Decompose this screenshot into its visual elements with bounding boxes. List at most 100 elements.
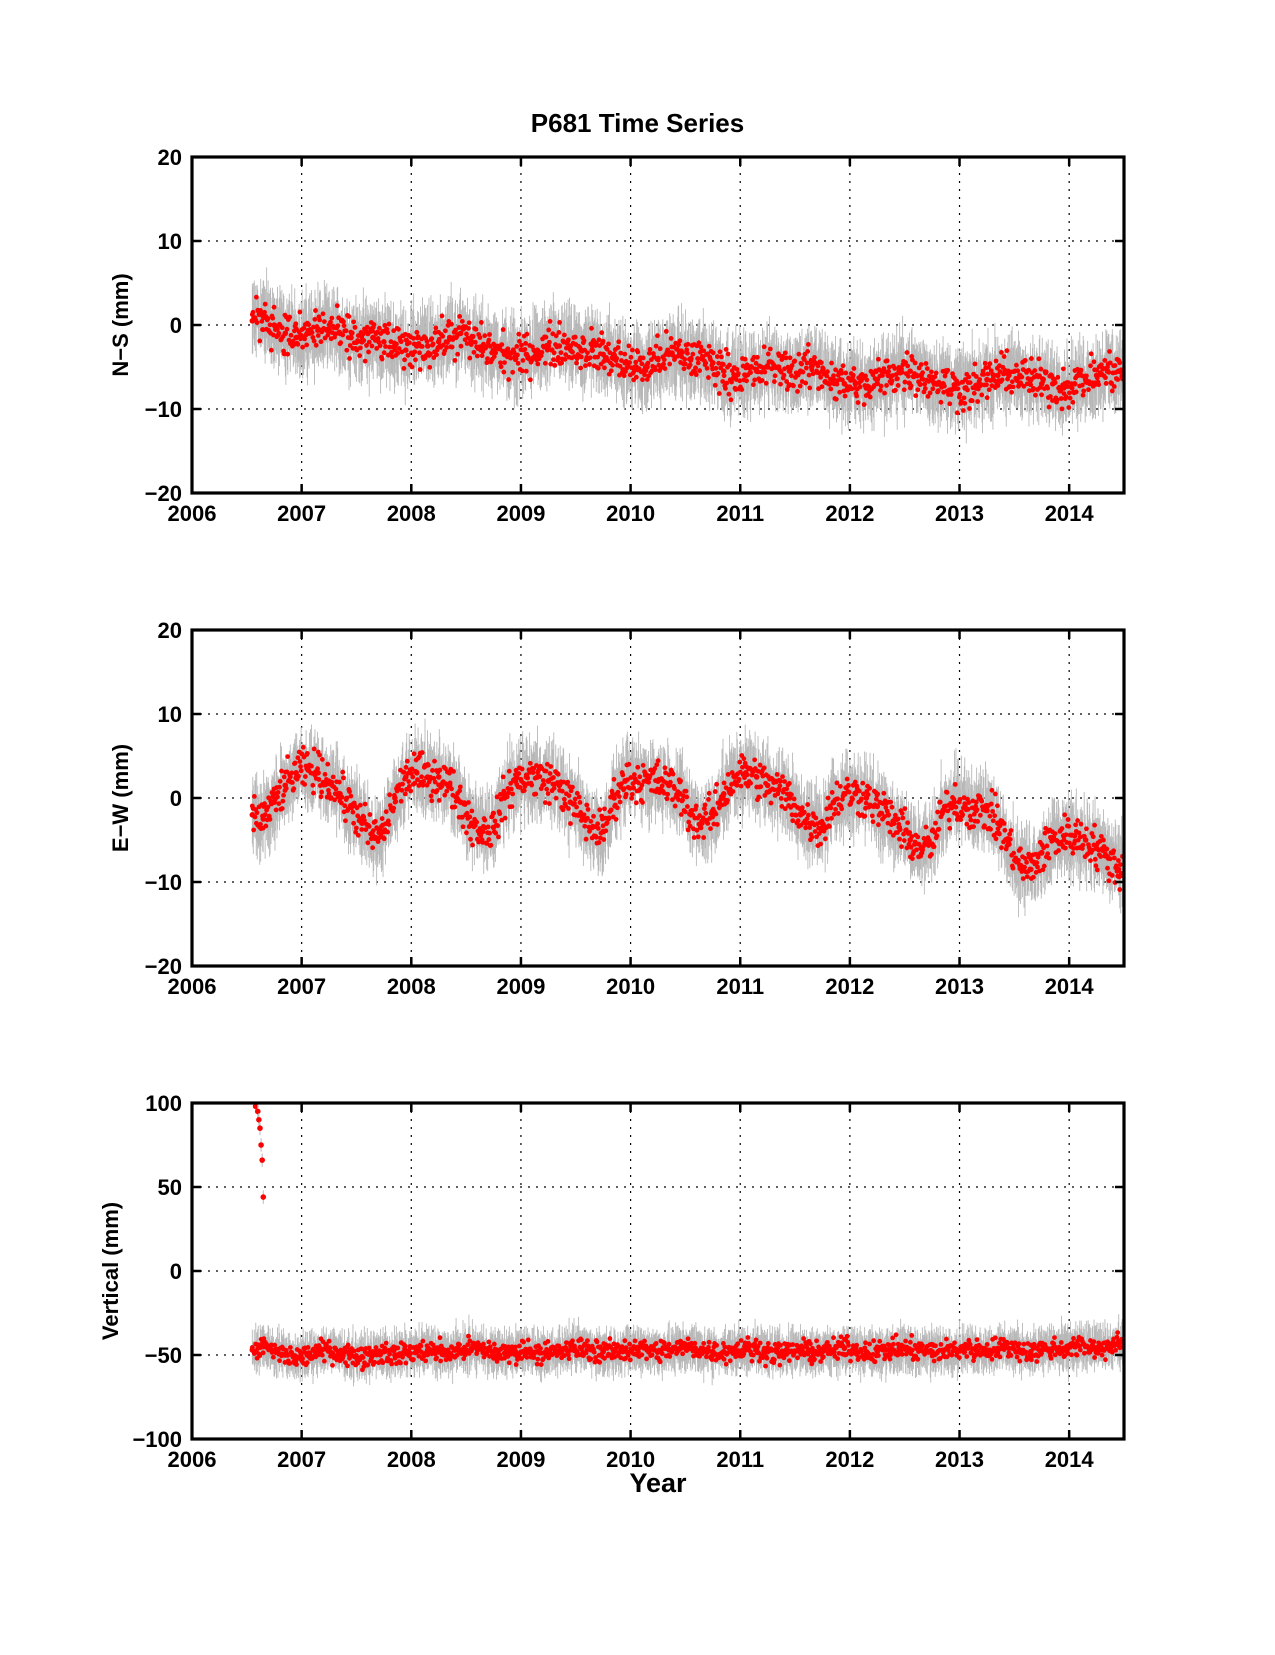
data-point: [573, 335, 578, 340]
data-point: [440, 334, 445, 339]
data-point: [929, 369, 934, 374]
data-point: [266, 316, 271, 321]
data-point: [1055, 375, 1060, 380]
data-point: [807, 373, 812, 378]
data-point: [557, 320, 562, 325]
data-point: [319, 339, 324, 344]
data-point: [685, 351, 690, 356]
data-point: [936, 388, 941, 393]
data-point: [1031, 386, 1036, 391]
data-point: [782, 373, 787, 378]
data-point: [970, 398, 975, 403]
trend-point: [535, 347, 541, 353]
data-point: [276, 331, 281, 336]
data-point: [344, 328, 349, 333]
data-point: [420, 344, 425, 349]
data-point: [1086, 387, 1091, 392]
data-point: [338, 340, 343, 345]
trend-point: [370, 335, 376, 341]
trend-point: [578, 347, 584, 353]
data-point: [966, 375, 971, 380]
data-point: [837, 390, 842, 395]
data-point: [841, 363, 846, 368]
data-point: [726, 352, 731, 357]
data-point: [502, 360, 507, 365]
data-point: [578, 366, 583, 371]
data-point: [440, 314, 445, 319]
trend-point: [1094, 373, 1100, 379]
trend-point: [250, 318, 256, 324]
data-point: [1068, 396, 1073, 401]
data-point: [977, 377, 982, 382]
data-point: [1092, 359, 1097, 364]
data-point: [434, 352, 439, 357]
data-point: [1070, 400, 1075, 405]
trend-point: [458, 331, 464, 337]
data-point: [268, 817, 273, 822]
data-point: [506, 377, 511, 382]
data-point: [616, 345, 621, 350]
data-point: [579, 355, 584, 360]
data-point: [648, 347, 653, 352]
data-point: [686, 342, 691, 347]
trend-point: [798, 368, 804, 374]
data-point: [414, 330, 419, 335]
data-point: [474, 327, 479, 332]
data-point: [706, 375, 711, 380]
trend-point: [359, 339, 365, 345]
data-point: [342, 323, 347, 328]
trend-point: [907, 368, 913, 374]
data-point: [383, 344, 388, 349]
data-point: [601, 339, 606, 344]
data-point: [803, 381, 808, 386]
data-point: [270, 316, 275, 321]
trend-point: [392, 343, 398, 349]
data-point: [523, 341, 528, 346]
data-point: [287, 315, 292, 320]
data-point: [979, 392, 984, 397]
data-point: [257, 339, 262, 344]
trend-point: [381, 339, 387, 345]
data-point: [293, 321, 298, 326]
data-point: [251, 310, 256, 315]
data-point: [582, 338, 587, 343]
data-point: [852, 366, 857, 371]
data-point: [1067, 390, 1072, 395]
data-point: [1045, 386, 1050, 391]
data-point: [896, 383, 901, 388]
data-point: [715, 354, 720, 359]
data-point: [395, 351, 400, 356]
data-point: [696, 361, 701, 366]
data-point: [945, 368, 950, 373]
data-point: [316, 333, 321, 338]
trend-point: [1039, 381, 1045, 387]
data-point: [366, 350, 371, 355]
data-point: [885, 358, 890, 363]
trend-point: [962, 385, 968, 391]
data-point: [1023, 358, 1028, 363]
data-point: [254, 295, 259, 300]
data-point: [358, 345, 363, 350]
data-point: [562, 333, 567, 338]
data-point: [1059, 396, 1064, 401]
data-point: [862, 402, 867, 407]
data-point: [1000, 377, 1005, 382]
data-point: [819, 360, 824, 365]
trend-point: [688, 356, 694, 362]
data-point: [329, 316, 334, 321]
data-point: [868, 395, 873, 400]
trend-point: [611, 356, 617, 362]
data-point: [410, 365, 415, 370]
data-point: [264, 824, 269, 829]
x-tick-label: 2014: [1045, 501, 1095, 526]
data-point: [967, 406, 972, 411]
data-point: [890, 378, 895, 383]
data-point: [858, 385, 863, 390]
trend-point: [809, 364, 815, 370]
data-point: [312, 317, 317, 322]
trend-point: [600, 352, 606, 358]
data-point: [805, 349, 810, 354]
data-point: [616, 339, 621, 344]
data-point: [350, 331, 355, 336]
data-point: [336, 323, 341, 328]
